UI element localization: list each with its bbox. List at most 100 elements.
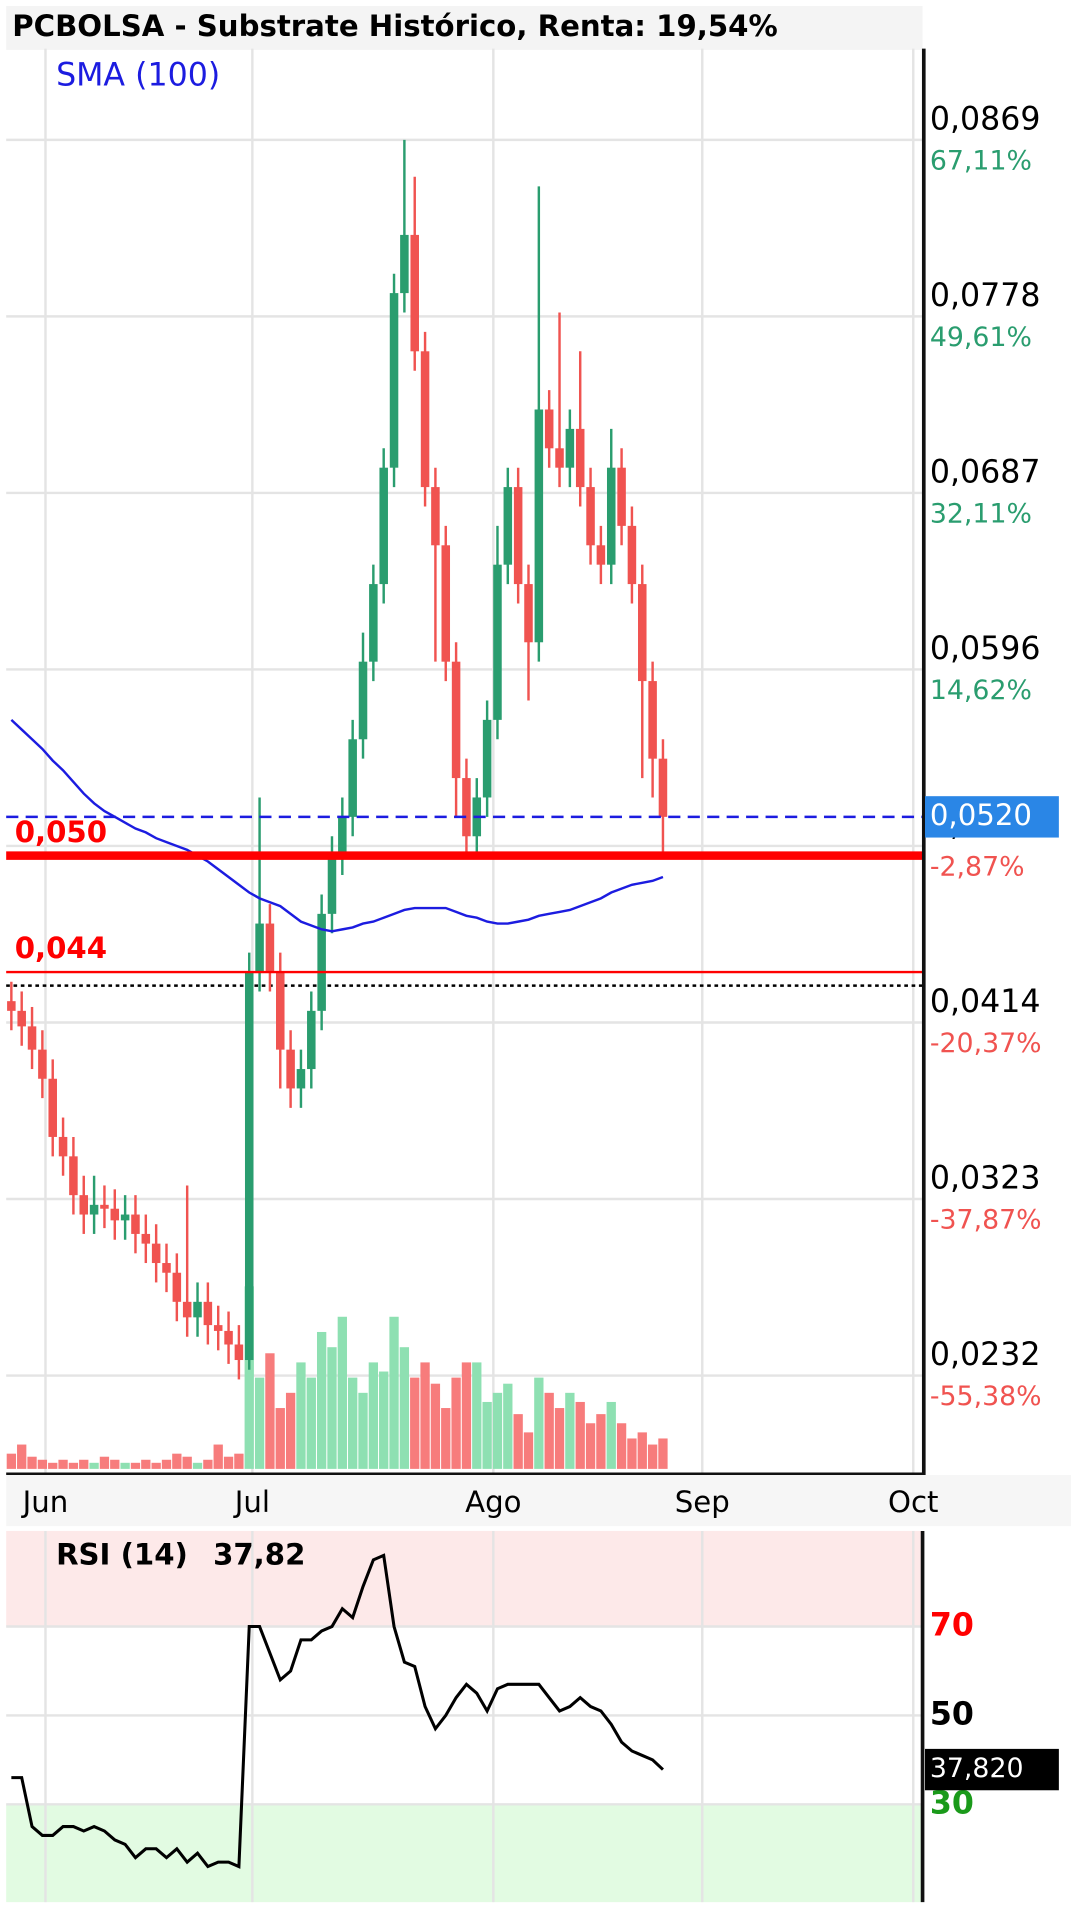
x-tick-label: Oct — [888, 1485, 938, 1519]
volume-bar — [379, 1371, 389, 1469]
candle-body — [317, 913, 326, 1011]
candle-body — [462, 778, 471, 837]
candle-body — [224, 1330, 233, 1345]
volume-bar — [647, 1444, 658, 1469]
candle-body — [658, 758, 668, 817]
candle-body — [120, 1214, 130, 1221]
volume-bar — [565, 1392, 575, 1469]
volume-bar — [244, 1286, 254, 1469]
candle-body — [493, 564, 502, 720]
candle-body — [48, 1078, 57, 1137]
volume-bar — [192, 1462, 203, 1469]
candle-body — [131, 1214, 140, 1234]
candle-body — [410, 234, 419, 352]
candle-body — [379, 467, 388, 585]
volume-bar — [410, 1377, 420, 1469]
y-tick-change: -37,87% — [930, 1204, 1042, 1235]
rsi-last-box — [924, 1748, 1059, 1791]
candle-body — [358, 661, 368, 740]
y-tick-label: 0,0869 — [930, 101, 1041, 137]
y-tick-label: 0,0232 — [930, 1337, 1041, 1373]
candle-body — [534, 409, 544, 643]
volume-bar — [213, 1444, 223, 1469]
candle-body — [451, 661, 461, 779]
candle-body — [327, 855, 337, 914]
candle-body — [586, 487, 595, 546]
x-tick-label: Jun — [21, 1485, 69, 1519]
volume-bar — [637, 1432, 647, 1469]
volume-bar — [430, 1383, 441, 1469]
candle-body — [182, 1301, 192, 1318]
x-axis-bg — [6, 1474, 1072, 1527]
volume-bar — [316, 1331, 327, 1469]
candle-body — [276, 972, 285, 1050]
y-tick-label: 0,0323 — [930, 1161, 1041, 1197]
volume-bar — [482, 1401, 492, 1469]
x-tick-label: Jul — [233, 1485, 270, 1519]
level-label: 0,050 — [15, 815, 107, 849]
candle-body — [100, 1204, 109, 1209]
volume-bar — [596, 1414, 606, 1469]
rsi-line — [11, 1553, 664, 1869]
volume-bar — [627, 1438, 637, 1469]
candle-body — [27, 1026, 37, 1050]
rsi-tick-label: 30 — [930, 1785, 974, 1821]
volume-bar — [130, 1462, 141, 1469]
volume-bar — [120, 1462, 130, 1469]
candle-body — [17, 1010, 26, 1027]
rsi-title: RSI (14) — [56, 1538, 188, 1572]
y-tick-change: 32,11% — [930, 498, 1032, 529]
volume-bar — [585, 1423, 596, 1469]
volume-bar — [141, 1459, 151, 1469]
volume-bar — [182, 1456, 192, 1469]
volume-bar — [441, 1408, 451, 1469]
title-bg — [6, 6, 923, 50]
volume-bar — [48, 1462, 58, 1469]
volume-bar — [151, 1462, 161, 1469]
candle-body — [110, 1208, 120, 1221]
candle-body — [255, 923, 264, 973]
candle-body — [193, 1301, 202, 1318]
volume-bar — [523, 1432, 534, 1469]
volume-bar — [27, 1456, 37, 1469]
y-tick-label: 0,0414 — [930, 984, 1041, 1020]
volume-bar — [172, 1453, 182, 1469]
level-label: 0,044 — [15, 931, 107, 965]
candle-body — [648, 681, 657, 759]
candle-body — [7, 1001, 16, 1011]
candle-body — [400, 234, 409, 294]
x-tick-label: Ago — [465, 1485, 521, 1519]
candle-body — [420, 351, 430, 488]
volume-bar — [79, 1459, 89, 1469]
volume-bar — [358, 1392, 368, 1469]
volume-bar — [472, 1362, 482, 1469]
candle-body — [141, 1233, 151, 1244]
volume-bar — [658, 1438, 668, 1469]
volume-bar — [492, 1392, 503, 1469]
candle-body — [213, 1325, 223, 1331]
volume-bar — [275, 1408, 285, 1469]
candle-body — [513, 487, 523, 585]
y-tick-change: 49,61% — [930, 322, 1032, 353]
volume-bar — [389, 1316, 399, 1469]
rsi-band — [6, 1804, 923, 1903]
candle-body — [627, 525, 637, 585]
volume-bar — [420, 1362, 430, 1469]
last-price-label: 0,0520 — [930, 798, 1032, 832]
volume-bar — [616, 1423, 627, 1469]
candle-body — [265, 923, 275, 973]
rsi-tick-label: 50 — [930, 1696, 974, 1732]
rsi-tick-label: 70 — [930, 1608, 974, 1644]
volume-bar — [254, 1377, 265, 1469]
volume-bar — [99, 1456, 110, 1469]
volume-bar — [265, 1353, 275, 1469]
candle-body — [338, 816, 347, 856]
volume-bar — [575, 1401, 585, 1469]
candle-body — [606, 467, 616, 565]
candle-body — [79, 1195, 89, 1215]
volume-bar — [534, 1377, 544, 1469]
volume-bar — [37, 1459, 48, 1469]
candle-body — [38, 1049, 47, 1079]
candle-body — [286, 1049, 295, 1089]
